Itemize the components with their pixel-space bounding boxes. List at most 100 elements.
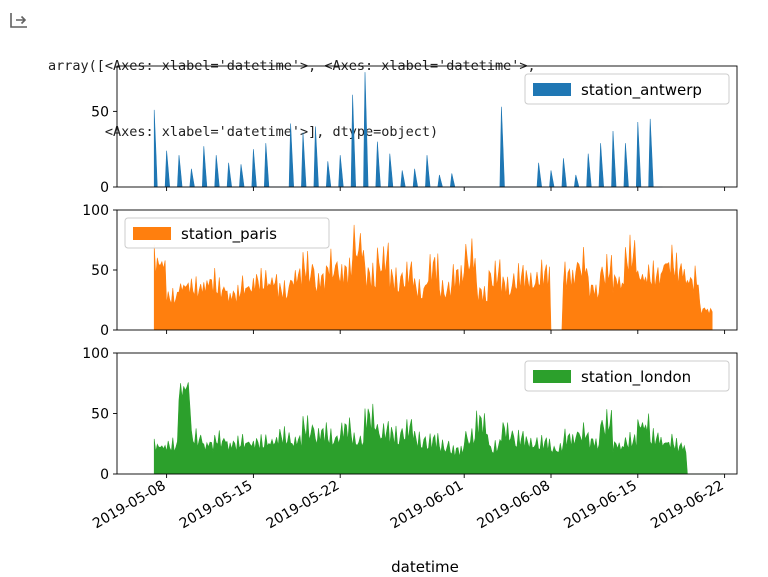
data-point <box>476 281 477 282</box>
data-point <box>402 254 403 255</box>
data-point <box>377 233 378 234</box>
data-point <box>439 174 440 175</box>
data-point <box>612 263 613 264</box>
data-point <box>488 437 489 438</box>
data-point <box>203 266 204 267</box>
y-tick-label: 0 <box>100 180 109 196</box>
data-point <box>327 161 328 162</box>
y-tick-label: 50 <box>91 104 109 120</box>
data-point <box>563 158 564 159</box>
data-point <box>228 162 229 163</box>
data-point <box>501 269 502 270</box>
data-point <box>402 413 403 414</box>
data-point <box>191 168 192 169</box>
x-tick-label: 2019-06-01 <box>388 478 466 533</box>
legend-box <box>524 73 730 105</box>
data-point <box>253 149 254 150</box>
data-point <box>687 263 688 264</box>
data-point <box>389 423 390 424</box>
data-point <box>265 430 266 431</box>
data-point <box>216 429 217 430</box>
data-point <box>302 413 303 414</box>
subplot-station_london: 0 50 100 station_london <box>82 346 738 483</box>
data-point <box>340 415 341 416</box>
y-tick-label: 0 <box>100 467 109 483</box>
data-point <box>501 106 502 107</box>
data-point <box>265 143 266 144</box>
data-point <box>674 437 675 438</box>
data-point <box>178 155 179 156</box>
data-point <box>637 121 638 122</box>
data-point <box>588 275 589 276</box>
data-point <box>327 425 328 426</box>
data-point <box>364 72 365 73</box>
data-point <box>563 427 564 428</box>
data-point <box>389 263 390 264</box>
data-point <box>575 174 576 175</box>
data-point <box>178 356 179 357</box>
data-point <box>625 143 626 144</box>
data-point <box>364 260 365 261</box>
data-point <box>662 239 663 240</box>
data-point <box>426 430 427 431</box>
y-tick-label: 0 <box>100 323 109 339</box>
data-point <box>340 255 341 256</box>
data-point <box>538 257 539 258</box>
data-point <box>315 420 316 421</box>
data-point <box>414 274 415 275</box>
data-point <box>154 109 155 110</box>
output-line: array([<Axes: xlabel='datetime'>, <Axes:… <box>48 58 536 74</box>
data-point <box>253 434 254 435</box>
data-point <box>451 443 452 444</box>
legend-box <box>124 217 330 249</box>
x-tick-label: 2019-06-08 <box>475 478 553 533</box>
data-point <box>302 132 303 133</box>
data-point <box>612 435 613 436</box>
data-point <box>439 435 440 436</box>
data-point <box>414 427 415 428</box>
legend-swatch <box>533 83 571 96</box>
data-point <box>451 260 452 261</box>
data-point <box>600 251 601 252</box>
data-point <box>377 141 378 142</box>
axes-frame <box>116 65 738 188</box>
data-point <box>414 168 415 169</box>
data-point <box>699 302 700 303</box>
data-point <box>426 248 427 249</box>
data-point <box>575 242 576 243</box>
legend-label: station_paris <box>181 225 277 244</box>
x-tick-label: 2019-05-15 <box>177 478 255 533</box>
data-point <box>228 435 229 436</box>
data-point <box>216 275 217 276</box>
x-tick-label: 2019-06-15 <box>561 478 639 533</box>
data-point <box>526 262 527 263</box>
output-icon <box>10 13 27 28</box>
data-point <box>662 431 663 432</box>
data-point <box>526 431 527 432</box>
x-axis-label: datetime <box>391 558 459 576</box>
data-point <box>550 440 551 441</box>
data-point <box>513 427 514 428</box>
data-point <box>290 257 291 258</box>
legend-swatch <box>533 370 571 383</box>
legend-swatch <box>133 227 171 240</box>
data-point <box>637 407 638 408</box>
data-point <box>240 431 241 432</box>
data-point <box>426 155 427 156</box>
data-point <box>588 431 589 432</box>
y-tick-label: 100 <box>82 203 109 219</box>
data-point <box>451 173 452 174</box>
data-point <box>191 427 192 428</box>
data-point <box>278 425 279 426</box>
data-point <box>290 429 291 430</box>
data-point <box>650 118 651 119</box>
data-point <box>637 257 638 258</box>
data-point <box>178 269 179 270</box>
data-point <box>550 170 551 171</box>
data-point <box>575 419 576 420</box>
data-point <box>253 267 254 268</box>
data-point <box>612 130 613 131</box>
data-point <box>315 126 316 127</box>
data-point <box>538 162 539 163</box>
